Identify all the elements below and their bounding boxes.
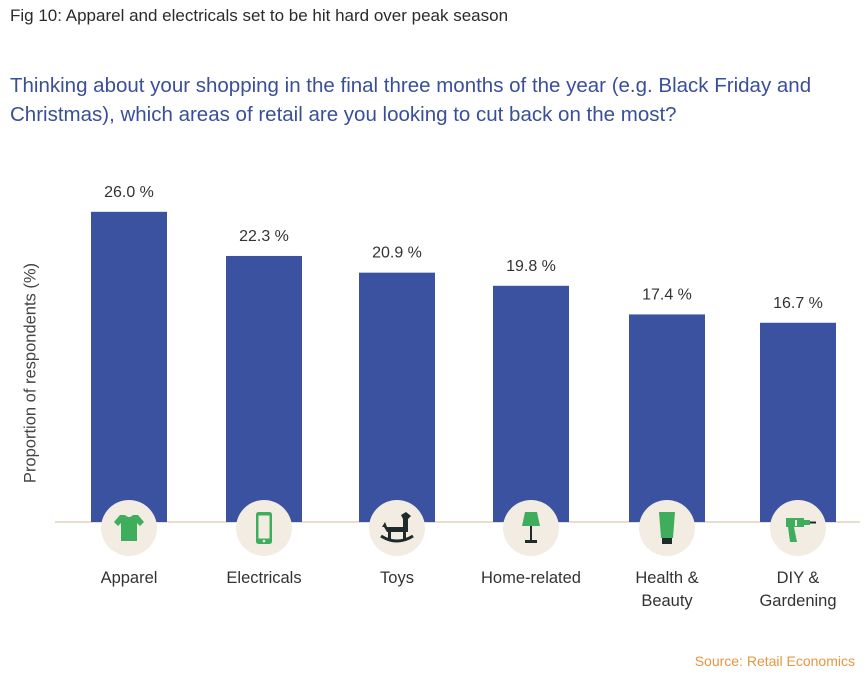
chart-question: Thinking about your shopping in the fina… <box>10 74 812 126</box>
category-label-apparel: Apparel <box>101 569 158 587</box>
lamp-icon <box>503 500 559 556</box>
category-label-home-related: Home-related <box>481 569 581 587</box>
value-label-health-beauty: 17.4 % <box>642 286 692 303</box>
category-label-toys: Toys <box>380 569 414 587</box>
category-label-electricals: Electricals <box>226 569 301 587</box>
rocking-horse-icon <box>369 500 425 556</box>
bar-toys <box>359 272 435 522</box>
source-note: Source: Retail Economics <box>694 653 855 669</box>
bar-health-beauty <box>629 314 705 522</box>
tshirt-icon <box>101 500 157 556</box>
value-label-toys: 20.9 % <box>372 245 422 262</box>
figure-title: Fig 10: Apparel and electricals set to b… <box>10 6 509 25</box>
category-label-health-beauty: Health & <box>635 569 698 587</box>
cosmetic-tube-icon <box>639 500 695 556</box>
value-label-electricals: 22.3 % <box>239 228 289 245</box>
value-label-apparel: 26.0 % <box>104 184 154 201</box>
category-label-diy-gardening: Gardening <box>759 592 836 610</box>
bar-diy-gardening <box>760 322 836 522</box>
drill-icon <box>770 500 826 556</box>
value-label-home-related: 19.8 % <box>506 258 556 275</box>
smartphone-icon <box>236 500 292 556</box>
category-label-diy-gardening: DIY & <box>777 569 820 587</box>
value-label-diy-gardening: 16.7 % <box>773 295 823 312</box>
bar-apparel <box>91 211 167 522</box>
category-label-health-beauty: Beauty <box>641 592 693 610</box>
bar-electricals <box>226 255 302 522</box>
bar-home-related <box>493 285 569 522</box>
